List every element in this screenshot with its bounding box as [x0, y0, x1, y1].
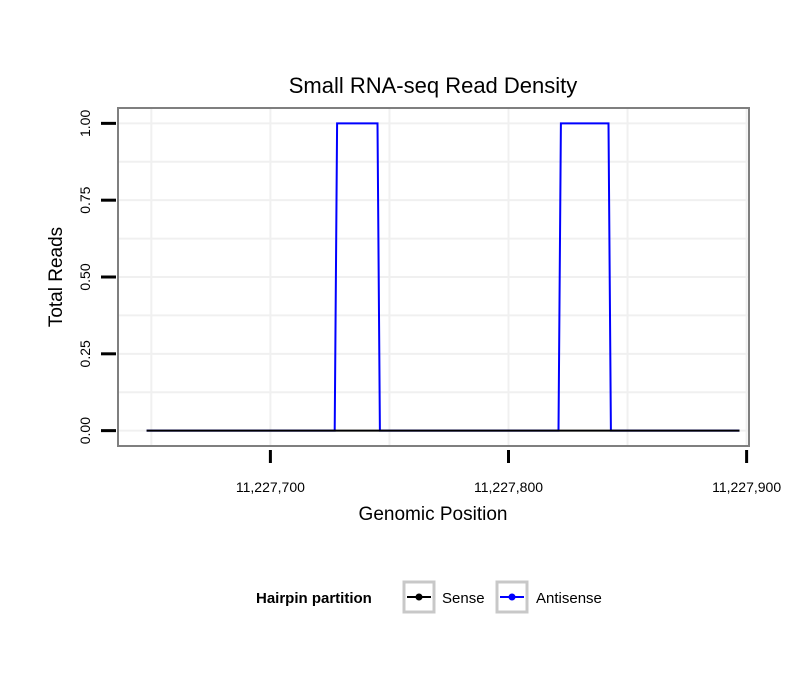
x-tick-label: 11,227,900: [712, 479, 781, 495]
legend-dot-sense: [415, 593, 423, 601]
plot-panel: [117, 107, 750, 447]
y-tick-label: 0.75: [77, 186, 93, 213]
y-tick-label: 0.00: [77, 417, 93, 444]
x-tick-label: 11,227,800: [474, 479, 543, 495]
legend-dot-antisense: [508, 593, 516, 601]
y-axis: 0.00 0.25 0.50 0.75 1.00: [77, 110, 116, 444]
y-tick-label: 0.50: [77, 263, 93, 290]
series-layer: [146, 122, 740, 432]
y-axis-title: Total Reads: [46, 227, 67, 327]
legend-title: Hairpin partition: [256, 590, 372, 607]
legend: Hairpin partition Sense Antisense: [256, 580, 602, 614]
x-tick-label: 11,227,700: [236, 479, 305, 495]
x-axis: 11,227,700 11,227,800 11,227,900: [236, 450, 781, 495]
y-tick-label: 0.25: [77, 340, 93, 367]
legend-label-antisense: Antisense: [536, 590, 602, 607]
grid: [118, 108, 749, 446]
x-axis-title: Genomic Position: [359, 504, 508, 525]
y-tick-label: 1.00: [77, 110, 93, 137]
chart-title: Small RNA-seq Read Density: [289, 73, 578, 98]
legend-label-sense: Sense: [442, 590, 485, 607]
